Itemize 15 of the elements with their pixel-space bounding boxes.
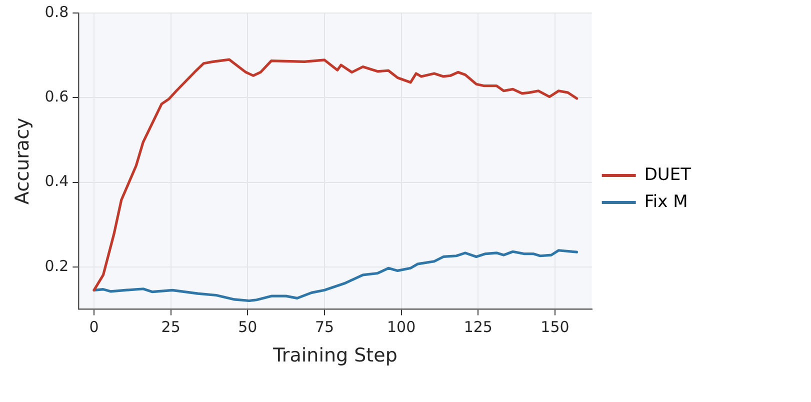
x-tick-label: 25 xyxy=(161,318,180,336)
x-tick-label: 100 xyxy=(386,318,416,336)
y-tick-label: 0.4 xyxy=(44,172,69,190)
x-tick-label: 75 xyxy=(314,318,334,336)
x-tick-label: 0 xyxy=(89,318,99,336)
legend-label: DUET xyxy=(644,164,692,185)
x-tick-label: 50 xyxy=(238,318,258,336)
x-axis-title: Training Step xyxy=(272,344,398,367)
x-tick-label: 125 xyxy=(464,318,492,336)
y-tick-label: 0.8 xyxy=(44,2,69,21)
x-tick-label: 150 xyxy=(540,318,570,336)
y-axis-title: Accuracy xyxy=(11,118,34,204)
y-tick-label: 0.6 xyxy=(44,88,69,106)
legend-label: Fix M xyxy=(644,192,688,212)
y-tick-label: 0.2 xyxy=(44,256,69,275)
